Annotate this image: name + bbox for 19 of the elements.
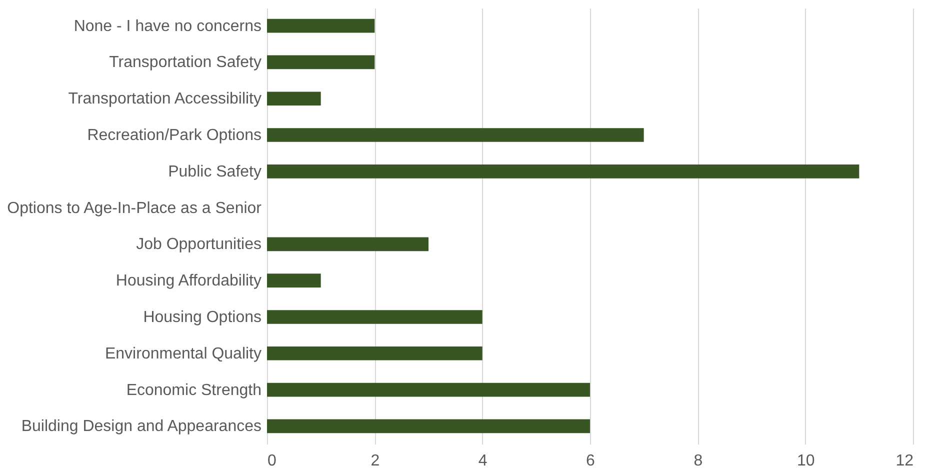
y-tick-label: Economic Strength — [126, 382, 262, 399]
y-tick-label: None - I have no concerns — [74, 18, 262, 35]
x-tick-label: 0 — [268, 452, 276, 470]
x-tick-label: 10 — [796, 452, 815, 470]
x-tick-label: 4 — [478, 452, 488, 470]
y-tick-label: Transportation Safety — [109, 54, 262, 72]
x-tick-label: 12 — [896, 452, 914, 470]
y-tick-label: Housing Affordability — [116, 272, 262, 290]
y-tick-label: Environmental Quality — [104, 345, 262, 362]
x-tick-label: 2 — [370, 452, 380, 470]
y-tick-label: Housing Options — [143, 308, 262, 326]
y-tick-label: Recreation/Park Options — [87, 127, 262, 144]
y-tick-label: Options to Age-In-Place as a Senior — [7, 200, 262, 217]
x-tick-label: 8 — [694, 452, 703, 470]
x-tick-label: 6 — [586, 452, 596, 470]
y-tick-label: Public Safety — [168, 163, 262, 180]
y-tick-label: Building Design and Appearances — [21, 418, 262, 436]
y-tick-label: Transportation Accessibility — [68, 90, 262, 108]
y-tick-label: Job Opportunities — [136, 236, 262, 254]
